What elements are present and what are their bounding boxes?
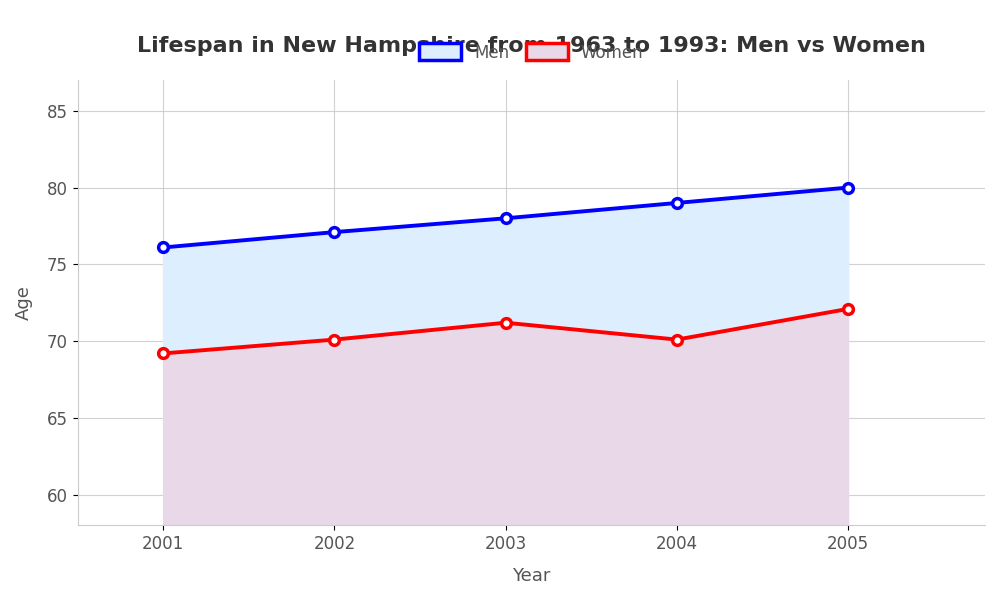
- X-axis label: Year: Year: [512, 567, 550, 585]
- Title: Lifespan in New Hampshire from 1963 to 1993: Men vs Women: Lifespan in New Hampshire from 1963 to 1…: [137, 37, 926, 56]
- Legend: Men, Women: Men, Women: [411, 35, 652, 70]
- Y-axis label: Age: Age: [15, 286, 33, 320]
